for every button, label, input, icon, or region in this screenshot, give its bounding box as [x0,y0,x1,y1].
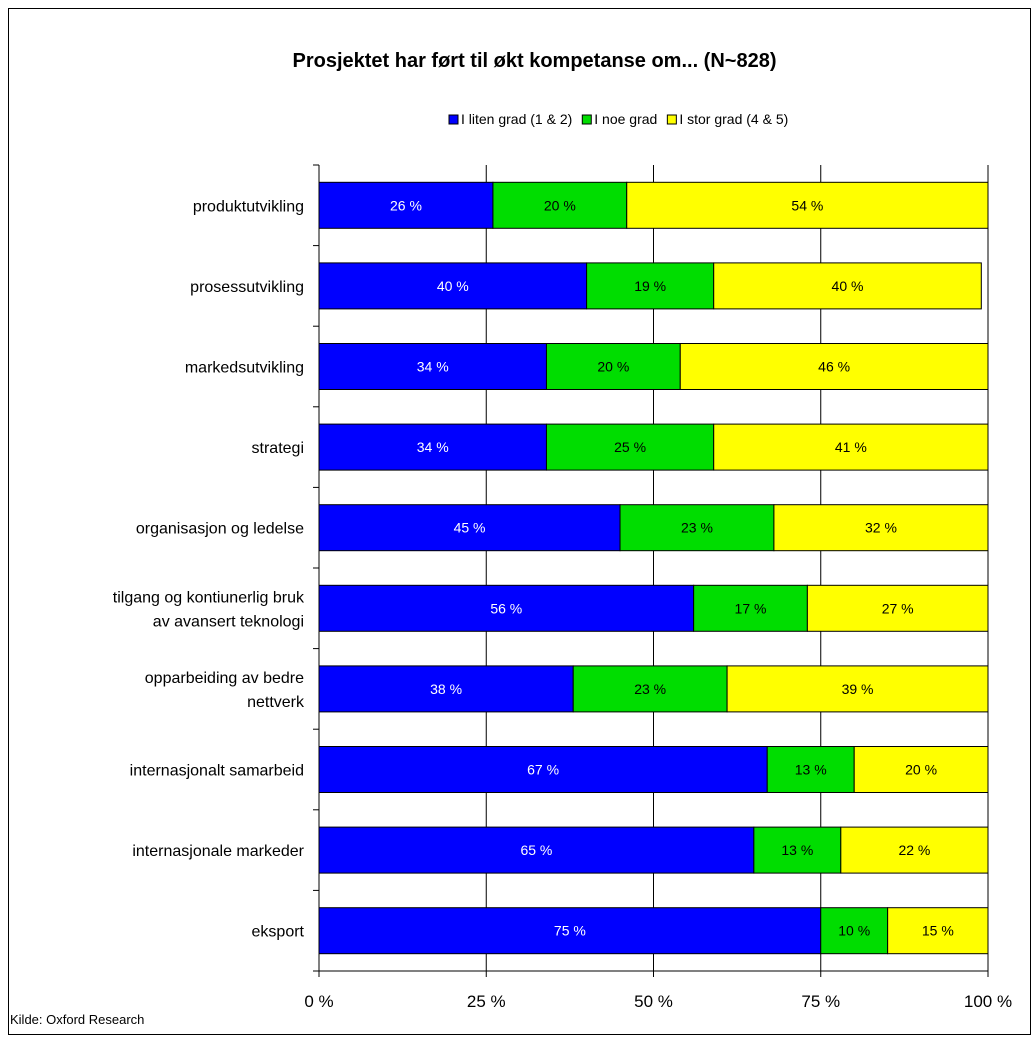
bar-label-4-3: 41 % [835,439,867,455]
bar-label-1-3: 54 % [791,197,823,213]
bar-8-1 [318,746,768,793]
bar-9-1 [318,826,755,874]
bar-label-5-2: 23 % [681,520,713,536]
category-label-6-2: av avansert teknologi [153,613,304,630]
bar-label-10-2: 10 % [838,923,870,939]
x-tick-label-25: 25 % [467,992,506,1011]
bar-label-4-2: 25 % [614,439,646,455]
bar-1-1 [318,181,494,229]
legend-swatch-2 [581,114,592,125]
bar-label-9-3: 22 % [898,842,930,858]
bar-label-2-1: 40 % [437,278,469,294]
bar-3-2 [545,343,681,390]
bar-label-7-2: 23 % [634,681,666,697]
legend-label-2: I noe grad [594,111,657,127]
bar-1-2 [492,181,628,229]
bar-4-1 [318,423,547,471]
bar-2-2 [586,262,715,310]
bar-9-3 [840,826,989,874]
legend-label-3: I stor grad (4 & 5) [679,111,788,127]
x-tick-label-75: 75 % [801,992,840,1011]
bar-label-9-1: 65 % [520,842,552,858]
bar-label-3-3: 46 % [818,359,850,375]
bar-4-2 [545,423,715,471]
bar-label-7-1: 38 % [430,681,462,697]
category-label-8: internasjonalt samarbeid [130,763,304,780]
category-label-1: produktutvikling [193,198,304,215]
bar-4-3 [713,423,989,471]
bar-2-3 [713,262,982,310]
category-label-3: markedsutvikling [185,360,304,377]
bar-5-3 [773,504,989,552]
bar-5-2 [619,504,775,552]
bar-label-3-1: 34 % [417,359,449,375]
bar-7-2 [572,665,728,713]
bar-label-10-3: 15 % [922,923,954,939]
bar-label-8-1: 67 % [527,762,559,778]
bar-8-2 [766,746,855,793]
bar-label-4-1: 34 % [417,439,449,455]
category-label-7-1: opparbeiding av bedre [145,670,304,687]
bar-label-8-3: 20 % [905,762,937,778]
x-tick-label-0: 0 % [304,992,333,1011]
bar-label-6-1: 56 % [490,600,522,616]
bar-label-2-2: 19 % [634,278,666,294]
bar-label-3-2: 20 % [597,359,629,375]
bar-10-3 [887,907,989,955]
category-label-4: strategi [252,440,304,457]
category-label-10: eksport [252,924,305,941]
bar-3-3 [679,343,989,390]
bar-label-5-1: 45 % [454,520,486,536]
bar-10-1 [318,907,822,955]
source-note: Kilde: Oxford Research [10,1012,145,1027]
bar-6-1 [318,584,695,632]
bar-label-9-2: 13 % [781,842,813,858]
chart-frame: Prosjektet har ført til økt kompetanse o… [8,8,1031,1035]
bar-8-3 [853,746,989,793]
bar-label-1-2: 20 % [544,197,576,213]
bar-label-10-1: 75 % [554,923,586,939]
category-label-7-2: nettverk [247,694,305,711]
legend-swatch-3 [666,114,677,125]
bar-label-1-1: 26 % [390,197,422,213]
bar-5-1 [318,504,621,552]
bar-10-2 [820,907,889,955]
category-label-9: internasjonale markeder [132,843,304,860]
category-label-5: organisasjon og ledelse [136,521,304,538]
x-tick-label-50: 50 % [634,992,673,1011]
chart: Prosjektet har ført til økt kompetanse o… [113,50,1012,1011]
bar-3-1 [318,343,547,390]
legend-label-1: I liten grad (1 & 2) [461,111,572,127]
bar-7-1 [318,665,574,713]
bar-7-3 [726,665,989,713]
category-label-6-1: tilgang og kontiunerlig bruk [113,589,305,606]
bar-label-8-2: 13 % [795,762,827,778]
bar-1-3 [626,181,989,229]
bar-2-1 [318,262,588,310]
category-label-2: prosessutvikling [190,279,304,296]
bar-label-7-3: 39 % [842,681,874,697]
chart-title: Prosjektet har ført til økt kompetanse o… [292,50,776,72]
bar-label-2-3: 40 % [832,278,864,294]
bar-6-3 [806,584,989,632]
legend-swatch-1 [448,114,459,125]
bar-label-5-3: 32 % [865,520,897,536]
bar-label-6-3: 27 % [882,600,914,616]
x-tick-label-100: 100 % [964,992,1012,1011]
bar-label-6-2: 17 % [735,600,767,616]
